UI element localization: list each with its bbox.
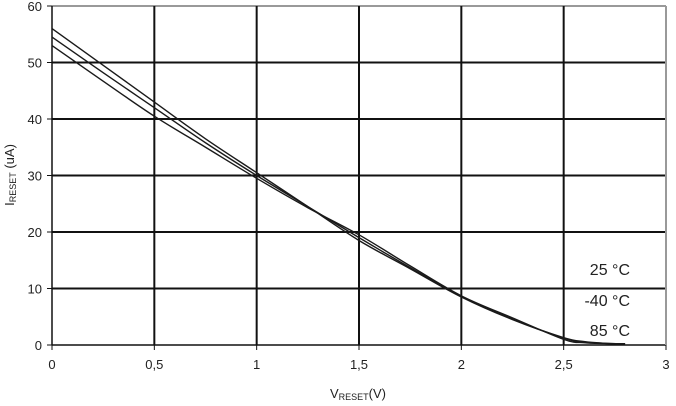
y-tick-label: 50 [28,56,42,71]
x-tick-label: 2,5 [555,357,573,372]
x-tick-label: 0,5 [145,357,163,372]
legend-entry: -40 °C [584,293,630,310]
x-tick-label: 0 [48,357,55,372]
legend-entry: 25 °C [590,262,630,279]
tick-labels: 0 10 20 30 40 50 60 0 0,5 1 1,5 2 2,5 3 [28,0,670,372]
x-tick-label: 1 [253,357,260,372]
legend: 25 °C -40 °C 85 °C [584,262,630,340]
x-axis-label: VRESET(V) [330,386,386,402]
y-tick-label: 40 [28,112,42,127]
y-tick-label: 60 [28,0,42,14]
y-tick-label: 20 [28,225,42,240]
x-tick-label: 2 [458,357,465,372]
series-line-85C [51,44,626,345]
grid [47,5,667,350]
series-lines [51,28,626,345]
x-tick-label: 1,5 [350,357,368,372]
series-line-25C [51,28,626,345]
x-tick-label: 3 [662,357,669,372]
series-line--40C [51,36,626,345]
y-tick-label: 0 [35,338,42,353]
y-tick-label: 30 [28,169,42,184]
y-tick-label: 10 [28,282,42,297]
legend-entry: 85 °C [590,323,630,340]
y-axis-label: IRESET (uA) [2,144,18,206]
